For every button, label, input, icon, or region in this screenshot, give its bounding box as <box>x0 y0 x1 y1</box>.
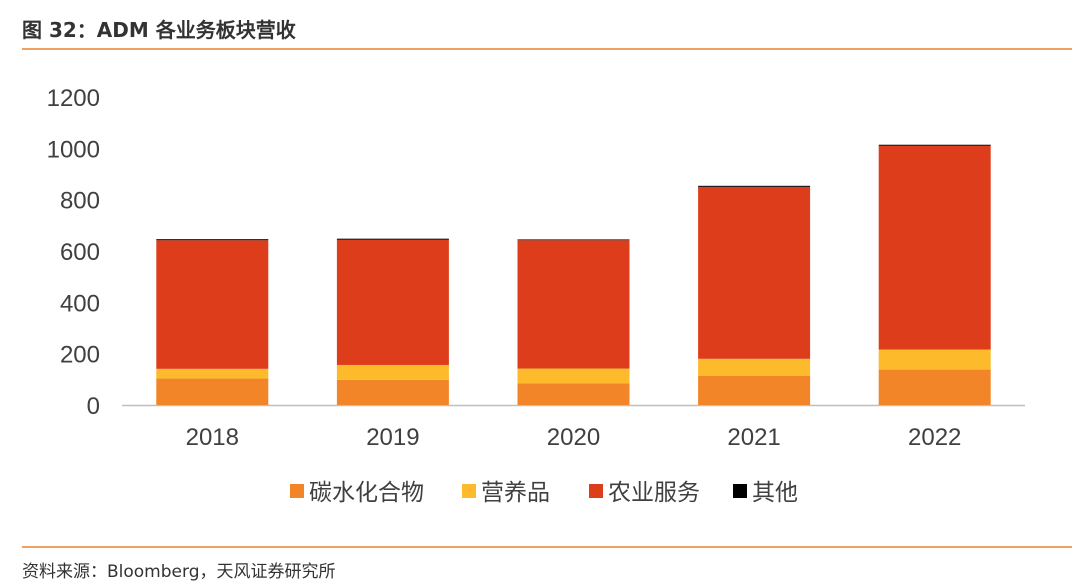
legend-swatch <box>462 484 476 498</box>
x-tick-label: 2021 <box>727 424 780 451</box>
legend-label: 农业服务 <box>608 480 700 506</box>
bar-segment <box>336 239 449 365</box>
bar-segment <box>336 238 449 240</box>
y-tick-label: 600 <box>60 239 100 266</box>
bar-segment <box>517 239 630 241</box>
bar-segment <box>336 379 449 405</box>
bar-segment <box>698 186 811 359</box>
bar-segment <box>156 368 269 379</box>
y-tick-label: 800 <box>60 188 100 215</box>
bar-segment <box>156 239 269 241</box>
legend-label: 其他 <box>752 480 798 506</box>
bar-segment <box>517 383 630 405</box>
bar-segment <box>517 368 630 384</box>
top-divider <box>22 48 1072 50</box>
bar-segment <box>698 358 811 376</box>
x-tick-label: 2022 <box>908 424 961 451</box>
bar-segment <box>878 144 991 146</box>
x-axis-ticks: 2018 2019 2020 2021 2022 <box>186 424 962 451</box>
bottom-divider <box>22 546 1072 548</box>
y-tick-label: 400 <box>60 290 100 317</box>
legend-label: 营养品 <box>481 480 550 506</box>
bar-segment <box>878 145 991 350</box>
bar-segment <box>698 375 811 405</box>
y-tick-label: 1200 <box>47 85 100 112</box>
x-tick-label: 2018 <box>186 424 239 451</box>
figure-title: 图 32：ADM 各业务板块营收 <box>22 18 296 42</box>
bar-segment <box>336 364 449 380</box>
y-tick-label: 0 <box>87 393 100 420</box>
source-note: 资料来源：Bloomberg，天风证券研究所 <box>22 562 336 582</box>
y-tick-label: 1000 <box>47 136 100 163</box>
legend-swatch <box>589 484 603 498</box>
bar-segment <box>517 240 630 369</box>
x-tick-label: 2019 <box>366 424 419 451</box>
bars-group <box>156 144 991 405</box>
legend: 碳水化合物 营养品 农业服务 其他 <box>290 480 798 506</box>
bar-segment <box>878 369 991 405</box>
x-tick-label: 2020 <box>547 424 600 451</box>
bar-segment <box>878 349 991 370</box>
bar-segment <box>156 378 269 405</box>
bar-segment <box>156 240 269 369</box>
y-tick-label: 200 <box>60 342 100 369</box>
legend-swatch <box>290 484 304 498</box>
legend-swatch <box>733 484 747 498</box>
legend-label: 碳水化合物 <box>309 480 424 506</box>
y-axis-ticks: 0 200 400 600 800 1000 1200 <box>47 85 100 420</box>
bar-segment <box>698 185 811 187</box>
